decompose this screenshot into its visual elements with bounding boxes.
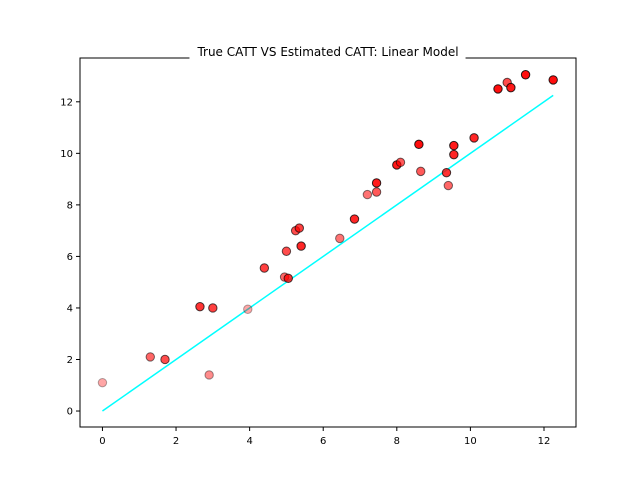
data-point — [335, 233, 345, 244]
data-point — [395, 157, 406, 168]
data-point — [281, 246, 292, 256]
data-point — [449, 149, 459, 160]
x-tick-label: 10 — [464, 436, 477, 447]
y-tick-label: 0 — [67, 407, 73, 418]
data-point — [259, 263, 270, 273]
data-point — [493, 84, 503, 94]
data-point — [371, 178, 382, 188]
data-point — [362, 189, 373, 200]
y-tick-label: 10 — [60, 149, 73, 160]
plot-area — [97, 70, 558, 412]
data-point — [520, 70, 531, 80]
data-point — [349, 214, 360, 224]
chart-title: True CATT VS Estimated CATT: Linear Mode… — [196, 45, 458, 59]
y-tick-label: 8 — [67, 200, 73, 211]
data-point — [449, 140, 459, 151]
data-point — [469, 133, 479, 143]
data-point — [160, 354, 170, 365]
data-point — [371, 187, 382, 197]
data-point — [296, 241, 306, 251]
x-axis: 0 2 4 6 8 10 12 — [99, 427, 550, 447]
data-point — [416, 166, 426, 177]
y-tick-label: 2 — [67, 355, 73, 366]
y-tick-label: 12 — [60, 97, 73, 108]
axes-frame — [79, 57, 577, 428]
y-tick-label: 6 — [67, 252, 73, 263]
x-tick-label: 12 — [538, 436, 551, 447]
title-background — [189, 44, 466, 60]
data-point — [443, 180, 454, 191]
x-tick-label: 2 — [173, 436, 179, 447]
y-tick-label: 4 — [67, 303, 73, 314]
data-point — [441, 167, 452, 178]
x-tick-label: 4 — [246, 436, 252, 447]
data-point — [283, 273, 293, 284]
x-tick-label: 0 — [99, 436, 105, 447]
data-point — [208, 303, 218, 313]
data-point — [294, 223, 304, 233]
reference-line — [102, 94, 554, 412]
data-point — [204, 370, 214, 380]
y-axis: 0 2 4 6 8 10 12 — [60, 97, 80, 418]
x-tick-label: 8 — [394, 436, 400, 447]
data-point — [414, 139, 424, 150]
data-point — [506, 82, 516, 93]
data-point — [548, 75, 558, 85]
data-point — [97, 377, 108, 388]
data-point — [195, 301, 205, 312]
data-point — [145, 352, 155, 362]
data-point — [243, 304, 253, 314]
x-tick-label: 6 — [320, 436, 326, 447]
